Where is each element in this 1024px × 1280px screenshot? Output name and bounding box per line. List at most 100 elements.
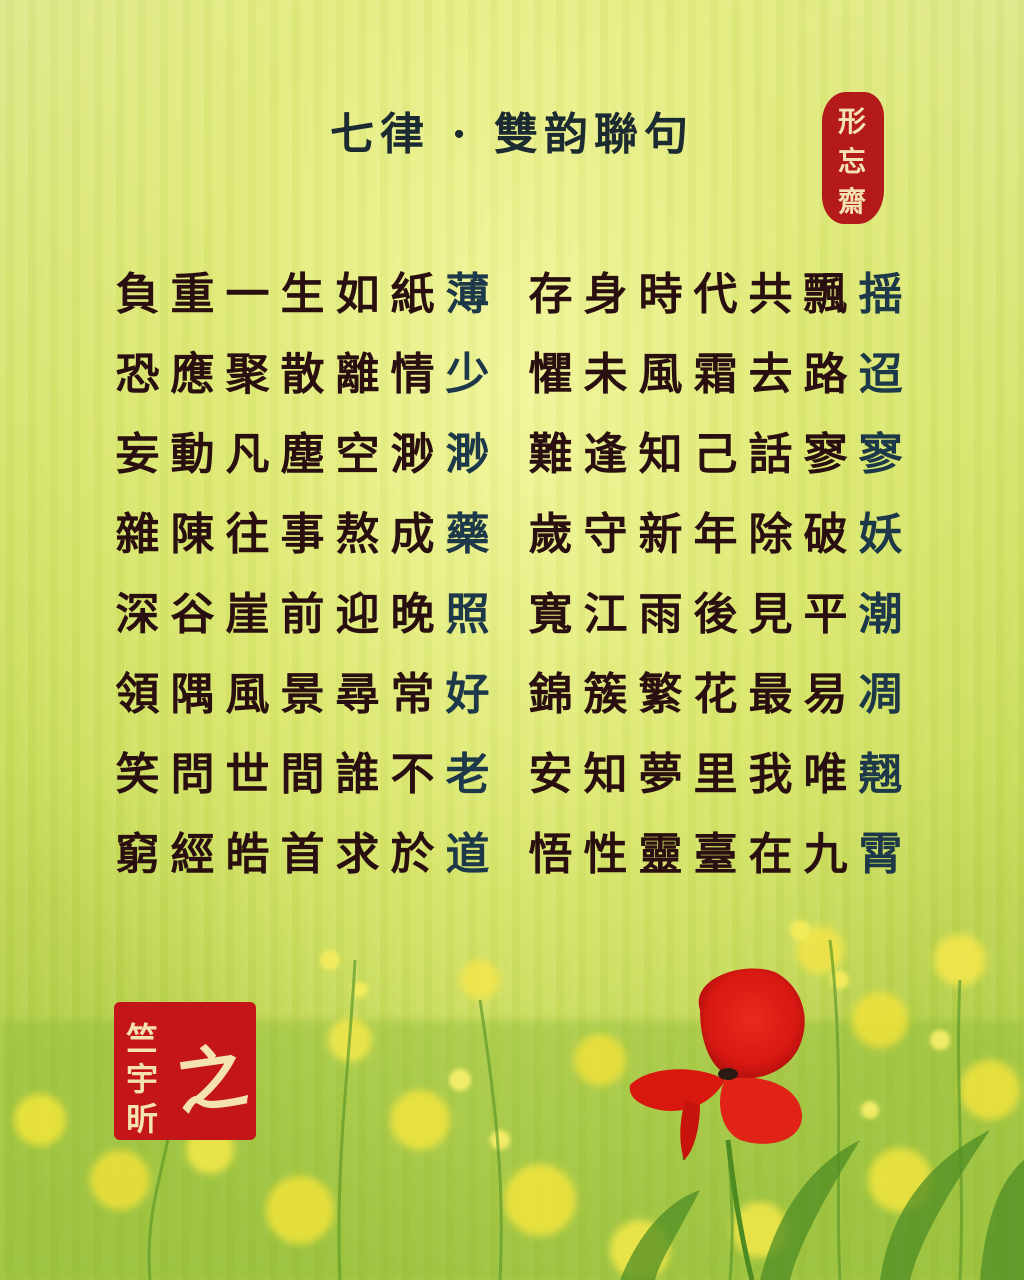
poem-character: 散 (280, 349, 325, 400)
poem-character: 靈 (638, 829, 683, 880)
poem-line-7-second-half: 安知夢里我唯翹 (523, 738, 908, 802)
poem-line-5-first-half: 深谷崖前迎晚照 (110, 578, 495, 642)
poem-character: 窮 (115, 829, 160, 880)
poem-character: 笑 (115, 749, 160, 800)
poem-character: 風 (638, 349, 683, 400)
poem-character: 風 (225, 669, 270, 720)
poem-title: 七律 · 雙韵聯句 (330, 109, 694, 160)
poem-character: 事 (280, 509, 325, 560)
poem-character: 懼 (528, 349, 573, 400)
poem-line-8-second-half: 悟性靈臺在九霄 (523, 818, 908, 882)
poppy-flower (629, 968, 805, 1280)
poem-character: 唯 (803, 749, 848, 800)
poem-character: 聚 (225, 349, 270, 400)
poem-character: 知 (583, 749, 628, 800)
poem-character: 生 (280, 269, 325, 320)
poem-character: 我 (748, 749, 793, 800)
seal-bottom-left: 竺 宇 昕 之 (114, 1002, 256, 1140)
poem-character: 路 (803, 349, 848, 400)
poem-character: 凋 (858, 669, 903, 720)
poem-character: 逢 (583, 429, 628, 480)
poem-character: 悟 (528, 829, 573, 880)
poem-character: 除 (748, 509, 793, 560)
poem-character: 最 (748, 669, 793, 720)
poem-character: 於 (390, 829, 435, 880)
poem-line-3-first-half: 妄動凡塵空渺渺 (110, 418, 495, 482)
poem-line-6: 領隅風景尋常好錦簇繁花最易凋 (110, 650, 908, 730)
poem-character: 應 (170, 349, 215, 400)
poem-character: 代 (693, 269, 738, 320)
poem-character: 常 (390, 669, 435, 720)
poem-line-2-first-half: 恐應聚散離情少 (110, 338, 495, 402)
poem-character: 重 (170, 269, 215, 320)
poem-character: 皓 (225, 829, 270, 880)
poem-character: 夢 (638, 749, 683, 800)
poem-character: 身 (583, 269, 628, 320)
poem-character: 世 (225, 749, 270, 800)
poem-character: 不 (390, 749, 435, 800)
poem-character: 寥 (803, 429, 848, 480)
poem-character: 少 (445, 349, 490, 400)
poem-character: 後 (693, 589, 738, 640)
poem-line-1: 負重一生如紙薄存身時代共飄揺 (110, 250, 908, 330)
poem-character: 藥 (445, 509, 490, 560)
poem-character: 晚 (390, 589, 435, 640)
poem-line-1-first-half: 負重一生如紙薄 (110, 258, 495, 322)
poem-character: 錦 (528, 669, 573, 720)
poem-character: 渺 (390, 429, 435, 480)
poem-character: 翹 (858, 749, 903, 800)
poem-line-1-second-half: 存身時代共飄揺 (523, 258, 908, 322)
poem-character: 未 (583, 349, 628, 400)
poem-line-4-second-half: 歲守新年除破妖 (523, 498, 908, 562)
poem-character: 凡 (225, 429, 270, 480)
poem-line-8: 窮經皓首求於道悟性靈臺在九霄 (110, 810, 908, 890)
poem-line-4: 雜陳往事熬成藥歲守新年除破妖 (110, 490, 908, 570)
poem-character: 雜 (115, 509, 160, 560)
poem-character: 薄 (445, 269, 490, 320)
poem-character: 平 (803, 589, 848, 640)
poem-character: 難 (528, 429, 573, 480)
poem-character: 新 (638, 509, 683, 560)
poem-line-4-first-half: 雜陳往事熬成藥 (110, 498, 495, 562)
seal-top-glyphs: 形 忘 齋 (838, 105, 867, 218)
poem-character: 成 (390, 509, 435, 560)
poem-character: 存 (528, 269, 573, 320)
poem-character: 飄 (803, 269, 848, 320)
seal-top-right: 形 忘 齋 (822, 92, 884, 224)
poem-character: 照 (445, 589, 490, 640)
poem-character: 在 (748, 829, 793, 880)
poem-line-8-first-half: 窮經皓首求於道 (110, 818, 495, 882)
poem-character: 話 (748, 429, 793, 480)
poem-character: 領 (115, 669, 160, 720)
poem-character: 谷 (170, 589, 215, 640)
poem-character: 江 (583, 589, 628, 640)
poem-character: 歲 (528, 509, 573, 560)
poem-line-2-second-half: 懼未風霜去路迢 (523, 338, 908, 402)
poem-body: 負重一生如紙薄存身時代共飄揺恐應聚散離情少懼未風霜去路迢妄動凡塵空渺渺難逢知己話… (110, 250, 908, 890)
poem-character: 年 (693, 509, 738, 560)
poem-character: 性 (583, 829, 628, 880)
poem-line-3: 妄動凡塵空渺渺難逢知己話寥寥 (110, 410, 908, 490)
poem-character: 誰 (335, 749, 380, 800)
poem-character: 知 (638, 429, 683, 480)
poem-character: 揺 (858, 269, 903, 320)
poem-character: 情 (390, 349, 435, 400)
poem-character: 見 (748, 589, 793, 640)
poem-character: 破 (803, 509, 848, 560)
poem-character: 簇 (583, 669, 628, 720)
poem-character: 渺 (445, 429, 490, 480)
poem-character: 里 (693, 749, 738, 800)
poem-character: 往 (225, 509, 270, 560)
poem-character: 妖 (858, 509, 903, 560)
poem-character: 崖 (225, 589, 270, 640)
poem-character: 迎 (335, 589, 380, 640)
poem-character: 恐 (115, 349, 160, 400)
poem-character: 紙 (390, 269, 435, 320)
poem-character: 去 (748, 349, 793, 400)
poem-line-2: 恐應聚散離情少懼未風霜去路迢 (110, 330, 908, 410)
poem-line-3-second-half: 難逢知己話寥寥 (523, 418, 908, 482)
poem-character: 霄 (858, 829, 903, 880)
poem-character: 共 (748, 269, 793, 320)
poem-character: 九 (803, 829, 848, 880)
poem-character: 花 (693, 669, 738, 720)
